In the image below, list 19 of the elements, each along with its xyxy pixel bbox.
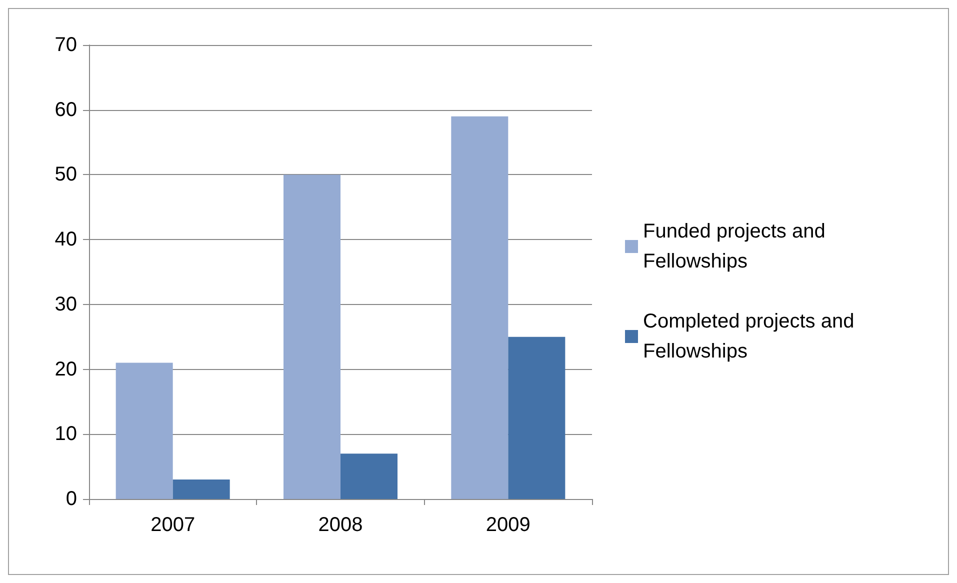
legend-label: Funded projects and Fellowships <box>643 220 831 272</box>
y-tick-label: 0 <box>66 488 77 510</box>
x-tick-label: 2007 <box>150 514 196 536</box>
y-tick-label: 60 <box>54 98 77 121</box>
bar <box>508 336 566 499</box>
bar <box>283 174 340 499</box>
y-tick-label: 30 <box>54 293 77 316</box>
y-tick-label: 70 <box>54 34 77 56</box>
bar <box>340 454 398 499</box>
bar <box>116 362 173 499</box>
y-tick-label: 40 <box>54 228 77 251</box>
x-tick-label: 2009 <box>486 514 530 536</box>
bar <box>451 116 508 499</box>
x-tick-label: 2008 <box>318 514 363 536</box>
legend-label: Completed projects and Fellowships <box>643 310 860 362</box>
y-tick-label: 10 <box>54 423 77 446</box>
y-tick-label: 20 <box>54 358 77 380</box>
bar <box>172 480 230 499</box>
y-tick-label: 50 <box>54 164 77 186</box>
